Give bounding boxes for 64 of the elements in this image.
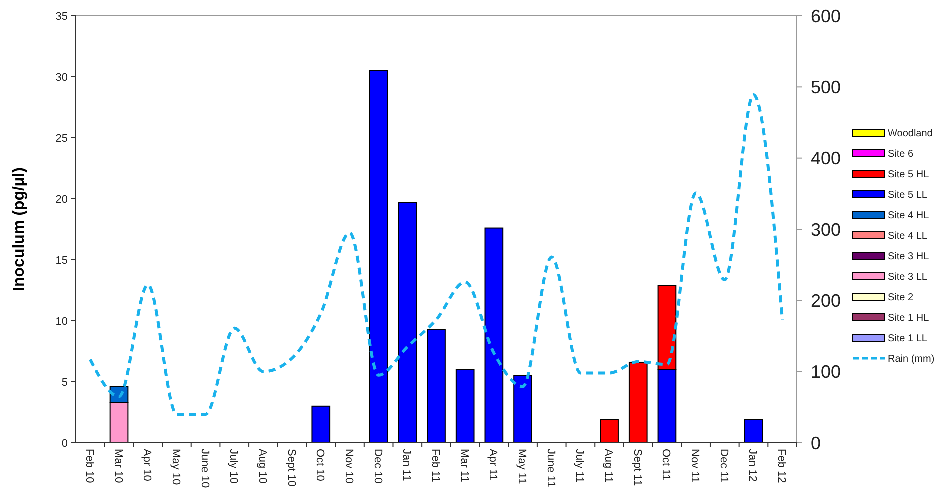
x-tick-label: Nov 11 <box>689 449 702 484</box>
bar <box>456 369 475 444</box>
x-tick-label: Dec 10 <box>372 449 384 484</box>
y-tick-label: 20 <box>56 194 68 206</box>
x-tick-label: Jan 12 <box>746 449 759 482</box>
x-tick-label: Sept 11 <box>631 449 644 486</box>
bar <box>600 419 619 444</box>
bar <box>744 419 764 444</box>
x-tick-label: June 11 <box>544 449 557 488</box>
y-tick-label: 5 <box>62 376 68 389</box>
y-tick-label: 25 <box>56 132 68 145</box>
legend-label: Site 6 <box>888 149 914 160</box>
x-tick-label: Apr 10 <box>141 449 154 482</box>
x-tick-label: Mar 11 <box>458 449 470 482</box>
y2-tick-label: 600 <box>811 6 842 26</box>
x-tick-label: July 11 <box>574 449 586 484</box>
x-tick-label: Oct 10 <box>314 449 326 482</box>
legend-label: Site 5 LL <box>888 190 928 201</box>
bar <box>312 406 331 444</box>
y2-tick-label: 300 <box>811 220 842 240</box>
x-tick-label: May 10 <box>170 449 182 486</box>
bar <box>398 202 418 444</box>
x-tick-label: Aug 11 <box>602 449 615 484</box>
y2-tick-label: 0 <box>811 433 822 454</box>
line-series <box>88 93 784 416</box>
bar <box>484 228 504 444</box>
y2-tick-label: 500 <box>811 77 842 98</box>
x-tick-label: Nov 10 <box>342 449 355 484</box>
y2-tick-label: 200 <box>811 290 842 311</box>
legend-label: Site 5 HL <box>888 170 930 180</box>
x-tick-label: Jan 11 <box>400 449 413 482</box>
legend-label: Woodland <box>888 128 933 140</box>
y2-tick-label: 100 <box>811 362 842 382</box>
bar <box>369 70 388 444</box>
x-tick-label: Feb 10 <box>83 449 96 484</box>
legend-label: Site 1 LL <box>888 334 928 344</box>
x-tick-label: Mar 10 <box>112 449 124 484</box>
y-tick-label: 35 <box>56 10 68 23</box>
x-tick-label: Aug 10 <box>256 449 268 484</box>
x-tick-label: Apr 11 <box>487 449 500 481</box>
legend-label: Rain (mm) <box>888 354 935 365</box>
x-tick-label: June 10 <box>198 449 211 488</box>
legend-label: Site 3 HL <box>888 252 930 262</box>
y-axis-title: Inoculum (pg/µl) <box>11 168 28 292</box>
x-tick-label: Feb 12 <box>776 449 788 484</box>
legend-label: Site 3 LL <box>888 272 928 283</box>
bar <box>427 329 446 444</box>
y-tick-label: 15 <box>56 254 68 267</box>
x-tick-label: July 10 <box>228 449 240 484</box>
legend-label: Site 2 <box>888 292 914 304</box>
y-tick-label: 10 <box>56 316 68 328</box>
x-tick-label: Feb 11 <box>430 449 442 482</box>
x-tick-label: Sept 10 <box>285 449 298 487</box>
x-tick-label: Oct 11 <box>660 449 672 481</box>
y-tick-label: 0 <box>62 438 68 450</box>
x-tick-label: Dec 11 <box>718 449 730 484</box>
y-tick-label: 30 <box>56 72 68 84</box>
legend-label: Site 4 HL <box>888 210 930 222</box>
legend-label: Site 4 LL <box>888 231 928 242</box>
legend-label: Site 1 HL <box>888 313 930 324</box>
x-tick-label: May 11 <box>516 449 528 484</box>
bar <box>628 362 648 444</box>
y2-tick-label: 400 <box>811 148 842 169</box>
bar <box>514 375 532 444</box>
